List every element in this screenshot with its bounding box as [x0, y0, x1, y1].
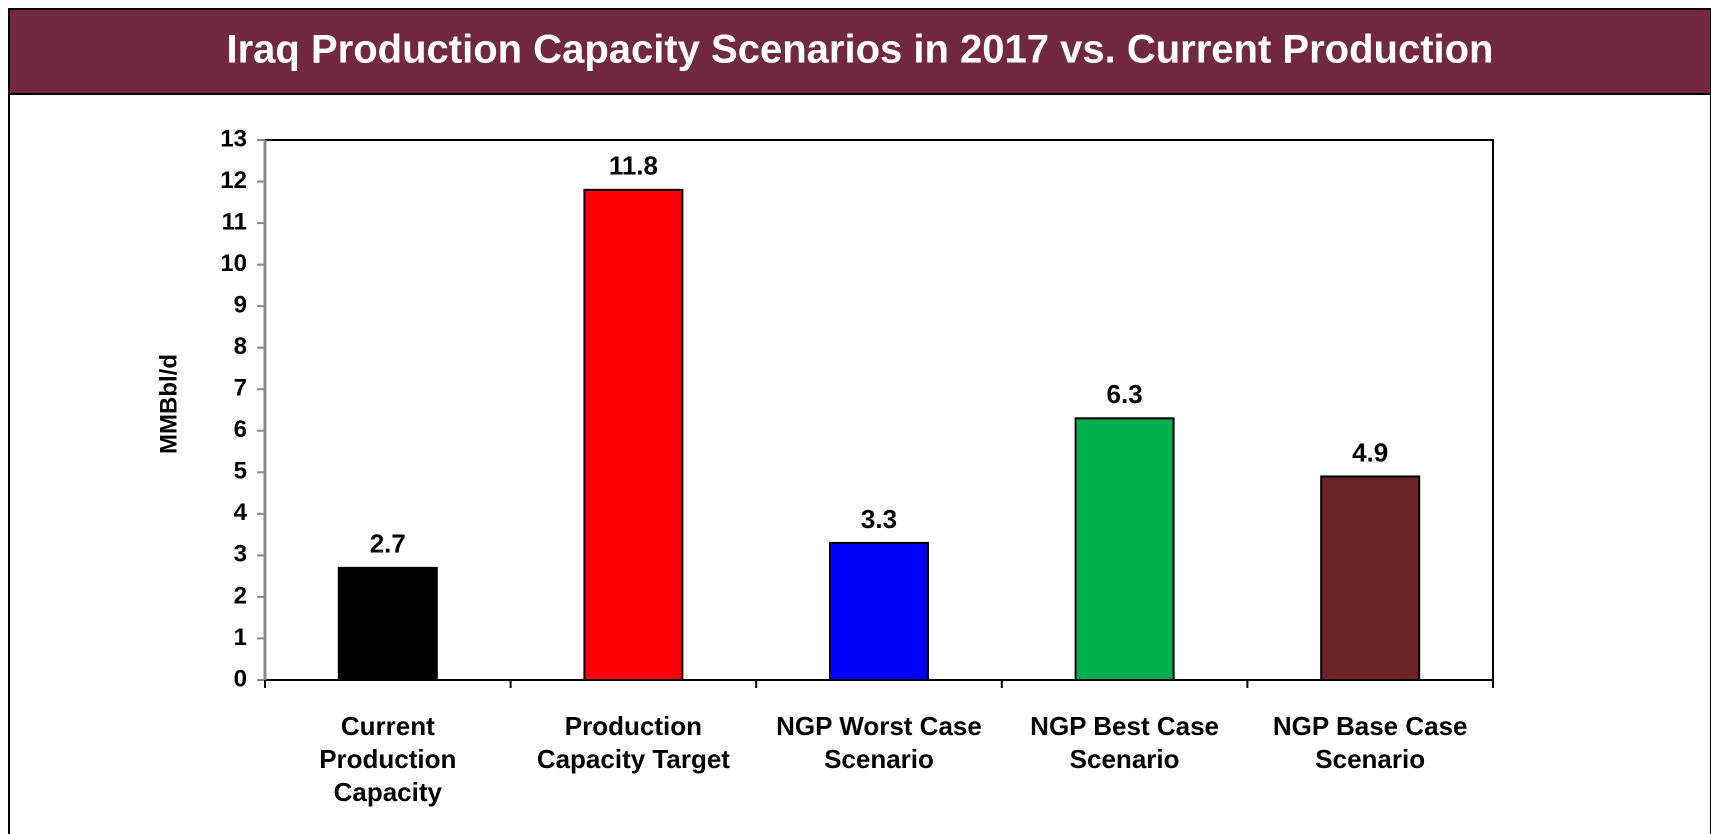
x-tick-label: NGP Best Case Scenario	[1030, 711, 1220, 774]
title-bar	[8, 8, 1711, 95]
y-tick-label: 10	[220, 250, 247, 277]
data-label: 3.3	[861, 504, 897, 534]
bar	[829, 541, 929, 682]
bar	[583, 188, 684, 681]
y-tick-label: 4	[234, 499, 248, 526]
x-tick-label: Production Capacity Target	[536, 711, 730, 774]
y-tick-label: 11	[222, 208, 247, 235]
y-tick-label: 2	[234, 582, 247, 609]
y-tick-label: 7	[234, 375, 247, 402]
y-tick-label: 0	[234, 665, 247, 692]
y-tick-label: 6	[234, 416, 247, 443]
bar	[1074, 417, 1175, 681]
data-label: 2.7	[370, 529, 406, 559]
x-tick-label: Current Production Capacity	[319, 711, 457, 807]
x-tick-label: NGP Base Case Scenario	[1272, 711, 1468, 774]
bar	[1320, 475, 1421, 682]
data-label: 4.9	[1352, 437, 1388, 467]
y-tick-label: 9	[234, 291, 247, 318]
y-axis-label: MMBbl/d	[155, 354, 182, 454]
y-tick-label: 13	[220, 125, 247, 152]
data-label: 6.3	[1107, 379, 1143, 409]
frame	[8, 8, 1711, 834]
y-tick-label: 3	[234, 541, 247, 568]
y-tick-label: 1	[234, 624, 247, 651]
data-label: 11.8	[609, 151, 658, 181]
x-tick-label: NGP Worst Case Scenario	[776, 711, 982, 774]
y-tick-label: 12	[220, 167, 247, 194]
chart-title: Iraq Production Capacity Scenarios in 20…	[227, 28, 1494, 72]
y-tick-label: 5	[234, 458, 247, 485]
y-tick-label: 8	[234, 333, 247, 360]
bar	[337, 566, 438, 681]
